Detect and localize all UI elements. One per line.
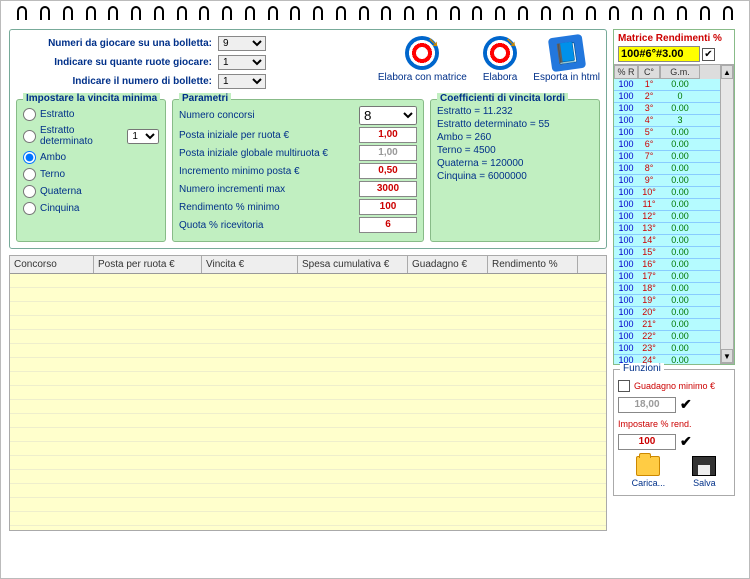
matrice-row[interactable]: 1005°0.00 [614, 127, 720, 139]
param-value[interactable]: 3000 [359, 181, 417, 197]
estratto-radio[interactable] [23, 108, 36, 121]
vincita-minima-box: Impostare la vincita minima Estratto Est… [16, 99, 166, 242]
matrice-row[interactable]: 10022°0.00 [614, 331, 720, 343]
grid-column-header[interactable]: Vincita € [202, 256, 298, 273]
matrice-row[interactable]: 10015°0.00 [614, 247, 720, 259]
target-icon [483, 36, 517, 70]
matrice-row[interactable]: 10017°0.00 [614, 271, 720, 283]
coefficienti-box: Coefficienti di vincita lordi Estratto =… [430, 99, 600, 242]
matrice-row[interactable]: 10019°0.00 [614, 295, 720, 307]
param-select[interactable]: 8 [359, 106, 417, 125]
terno-radio[interactable] [23, 168, 36, 181]
guadagno-apply-button[interactable]: ✔ [680, 396, 692, 413]
matrice-row[interactable]: 10010°0.00 [614, 187, 720, 199]
param-value[interactable]: 1,00 [359, 145, 417, 161]
parametri-box: Parametri Numero concorsi8Posta iniziale… [172, 99, 424, 242]
scroll-up-icon[interactable]: ▲ [721, 65, 733, 79]
salva-button[interactable]: Salva [692, 456, 716, 489]
folder-icon [636, 456, 660, 476]
estratto-det-radio[interactable] [23, 130, 36, 143]
bollette-select[interactable]: 1 [218, 74, 266, 89]
matrice-row[interactable]: 1008°0.00 [614, 163, 720, 175]
estratto-det-select[interactable]: 1 [127, 129, 159, 144]
matrice-row[interactable]: 10023°0.00 [614, 343, 720, 355]
matrice-row[interactable]: 10018°0.00 [614, 283, 720, 295]
grid-column-header[interactable]: Rendimento % [488, 256, 578, 273]
spiral-binding [1, 1, 749, 25]
grid-column-header[interactable]: Guadagno € [408, 256, 488, 273]
matrice-row[interactable]: 1004°3 [614, 115, 720, 127]
matrice-row[interactable]: 1006°0.00 [614, 139, 720, 151]
results-grid: ConcorsoPosta per ruota €Vincita €Spesa … [9, 255, 607, 531]
carica-button[interactable]: Carica... [632, 456, 666, 489]
esporta-button[interactable]: 📘 Esporta in html [533, 36, 600, 83]
elabora-matrice-button[interactable]: Elabora con matrice [378, 36, 467, 83]
grid-column-header[interactable]: Concorso [10, 256, 94, 273]
matrice-row[interactable]: 1003°0.00 [614, 103, 720, 115]
ruote-select[interactable]: 1 [218, 55, 266, 70]
matrice-row[interactable]: 1001°0.00 [614, 79, 720, 91]
matrice-row[interactable]: 10021°0.00 [614, 319, 720, 331]
disk-icon [692, 456, 716, 476]
quaterna-radio[interactable] [23, 185, 36, 198]
matrice-panel: Matrice Rendimenti % ✔ % RC°G.m. 1001°0.… [613, 29, 735, 365]
matrice-row[interactable]: 1007°0.00 [614, 151, 720, 163]
param-value[interactable]: 1,00 [359, 127, 417, 143]
ambo-radio[interactable] [23, 151, 36, 164]
matrice-checkbox[interactable]: ✔ [702, 48, 715, 61]
matrice-input[interactable] [618, 46, 700, 62]
ruote-label: Indicare su quante ruote giocare: [54, 57, 212, 68]
cinquina-radio[interactable] [23, 202, 36, 215]
elabora-button[interactable]: Elabora [483, 36, 517, 83]
book-icon: 📘 [547, 34, 585, 72]
bollette-label: Indicare il numero di bollette: [73, 76, 212, 87]
grid-column-header[interactable]: Posta per ruota € [94, 256, 202, 273]
matrice-row[interactable]: 10012°0.00 [614, 211, 720, 223]
param-value[interactable]: 6 [359, 217, 417, 233]
matrice-row[interactable]: 10011°0.00 [614, 199, 720, 211]
scroll-down-icon[interactable]: ▼ [721, 349, 733, 363]
guadagno-input[interactable]: 18,00 [618, 397, 676, 413]
param-value[interactable]: 0,50 [359, 163, 417, 179]
matrice-row[interactable]: 10016°0.00 [614, 259, 720, 271]
rendimento-input[interactable]: 100 [618, 434, 676, 450]
numeri-select[interactable]: 9 [218, 36, 266, 51]
matrice-scrollbar[interactable]: ▲ ▼ [720, 64, 734, 364]
matrice-row[interactable]: 1002°0 [614, 91, 720, 103]
guadagno-checkbox[interactable] [618, 380, 630, 392]
grid-body[interactable] [10, 274, 606, 530]
matrice-row[interactable]: 10020°0.00 [614, 307, 720, 319]
target-icon [405, 36, 439, 70]
grid-column-header[interactable]: Spesa cumulativa € [298, 256, 408, 273]
matrice-row[interactable]: 10013°0.00 [614, 223, 720, 235]
matrice-row[interactable]: 1009°0.00 [614, 175, 720, 187]
rendimento-apply-button[interactable]: ✔ [680, 433, 692, 450]
funzioni-panel: Funzioni Guadagno minimo € 18,00 ✔ Impos… [613, 369, 735, 496]
numeri-label: Numeri da giocare su una bolletta: [48, 38, 212, 49]
param-value[interactable]: 100 [359, 199, 417, 215]
matrice-row[interactable]: 10014°0.00 [614, 235, 720, 247]
